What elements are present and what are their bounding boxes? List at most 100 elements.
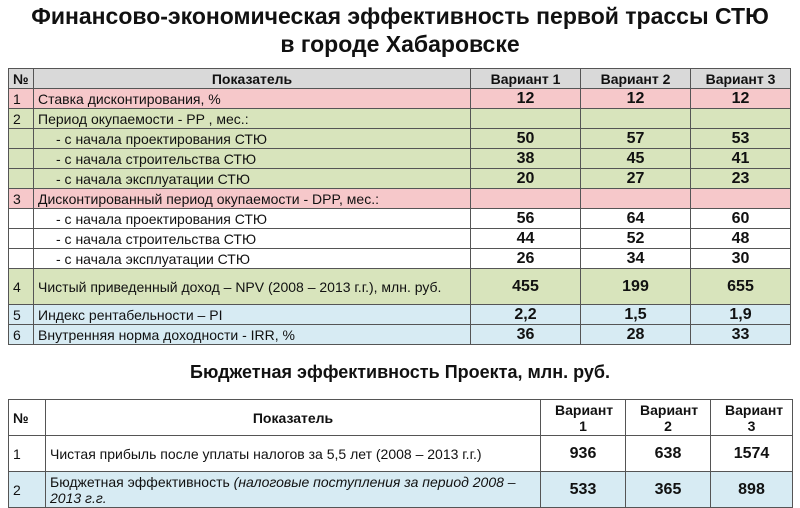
- value-cell: [470, 108, 581, 129]
- value-cell: 455: [470, 268, 581, 305]
- row: - с начала строительства СТЮ 44 52 48: [8, 228, 791, 249]
- row: 2 Период окупаемости - PP , мес.:: [8, 108, 791, 129]
- row: - с начала эксплуатации СТЮ 20 27 23: [8, 168, 791, 189]
- row-number: 2: [8, 471, 46, 508]
- row-number: [8, 148, 34, 169]
- row: 6 Внутренняя норма доходности - IRR, % 36 2…: [8, 324, 791, 345]
- value-cell: [580, 108, 691, 129]
- value-cell: 2,2: [470, 304, 581, 325]
- row-label: Чистая прибыль после уплаты налогов за 5…: [45, 435, 541, 472]
- row: 1 Ставка дисконтирования, % 12 12 12: [8, 88, 791, 109]
- row-label: Ставка дисконтирования, %: [33, 88, 471, 109]
- value-cell: 52: [580, 228, 691, 249]
- value-cell: 44: [470, 228, 581, 249]
- row: 4 Чистый приведенный доход – NPV (2008 – …: [8, 268, 791, 305]
- value-cell: 34: [580, 248, 691, 269]
- header-cell: Вариант 3: [690, 68, 791, 89]
- row: - с начала проектирования СТЮ 50 57 53: [8, 128, 791, 149]
- value-cell: 41: [690, 148, 791, 169]
- title-line: в городе Хабаровске: [280, 31, 520, 57]
- title-line: Финансово-экономическая эффективность пе…: [31, 3, 769, 29]
- row-number: 1: [8, 435, 46, 472]
- value-cell: 12: [580, 88, 691, 109]
- value-cell: [580, 188, 691, 209]
- row-label: Чистый приведенный доход – NPV (2008 – 2…: [33, 268, 471, 305]
- row-label: - с начала строительства СТЮ: [33, 148, 471, 169]
- row: 3 Дисконтированный период окупаемости - D…: [8, 188, 791, 209]
- row-label: - с начала строительства СТЮ: [33, 228, 471, 249]
- value-cell: 36: [470, 324, 581, 345]
- value-cell: 936: [540, 435, 626, 472]
- value-cell: [690, 108, 791, 129]
- value-cell: 57: [580, 128, 691, 149]
- row: 2 Бюджетная эффективность (налоговые пост…: [8, 471, 793, 508]
- value-cell: 12: [470, 88, 581, 109]
- row-label: - с начала проектирования СТЮ: [33, 208, 471, 229]
- value-cell: 64: [580, 208, 691, 229]
- value-cell: 56: [470, 208, 581, 229]
- subtitle: Бюджетная эффективность Проекта, млн. ру…: [190, 362, 610, 382]
- row-label: Дисконтированный период окупаемости - DP…: [33, 188, 471, 209]
- value-cell: 20: [470, 168, 581, 189]
- row: 1 Чистая прибыль после уплаты налогов за …: [8, 435, 793, 472]
- row-note: (налоговые поступления за период 2008 – …: [50, 473, 516, 506]
- header-cell: Показатель: [45, 399, 541, 436]
- value-cell: 60: [690, 208, 791, 229]
- value-cell: 48: [690, 228, 791, 249]
- value-cell: 26: [470, 248, 581, 269]
- value-cell: 365: [625, 471, 711, 508]
- value-cell: 655: [690, 268, 791, 305]
- value-cell: [690, 188, 791, 209]
- row-number: 2: [8, 108, 34, 129]
- row-number: 1: [8, 88, 34, 109]
- row-label: - с начала эксплуатации СТЮ: [33, 248, 471, 269]
- row-number: 4: [8, 268, 34, 305]
- row-label: Внутренняя норма доходности - IRR, %: [33, 324, 471, 345]
- value-cell: 898: [710, 471, 793, 508]
- header-cell: Вариант 1: [540, 399, 626, 436]
- row-label: - с начала проектирования СТЮ: [33, 128, 471, 149]
- row-number: [8, 248, 34, 269]
- row-label: - с начала эксплуатации СТЮ: [33, 168, 471, 189]
- row-number: [8, 228, 34, 249]
- row-number: 3: [8, 188, 34, 209]
- value-cell: 1,5: [580, 304, 691, 325]
- row: - с начала строительства СТЮ 38 45 41: [8, 148, 791, 169]
- value-cell: 638: [625, 435, 711, 472]
- value-cell: 33: [690, 324, 791, 345]
- row: - с начала эксплуатации СТЮ 26 34 30: [8, 248, 791, 269]
- row-number: [8, 208, 34, 229]
- value-cell: 27: [580, 168, 691, 189]
- row: 5 Индекс рентабельности – PI 2,2 1,5 1,9: [8, 304, 791, 325]
- value-cell: 1,9: [690, 304, 791, 325]
- value-cell: [470, 188, 581, 209]
- value-cell: 38: [470, 148, 581, 169]
- value-cell: 50: [470, 128, 581, 149]
- value-cell: 45: [580, 148, 691, 169]
- header-row: № Показатель Вариант 1 Вариант 2 Вариант 3: [8, 399, 793, 436]
- row-number: [8, 128, 34, 149]
- title: Финансово-экономическая эффективность пе…: [0, 2, 800, 58]
- row-number: 6: [8, 324, 34, 345]
- value-cell: 533: [540, 471, 626, 508]
- value-cell: 12: [690, 88, 791, 109]
- value-cell: 28: [580, 324, 691, 345]
- header-cell: Вариант 3: [710, 399, 793, 436]
- header-row: № Показатель Вариант 1 Вариант 2 Вариант 3: [8, 68, 791, 89]
- header-cell: №: [8, 399, 46, 436]
- value-cell: 199: [580, 268, 691, 305]
- row-number: 5: [8, 304, 34, 325]
- value-cell: 30: [690, 248, 791, 269]
- header-cell: Вариант 2: [625, 399, 711, 436]
- value-cell: 23: [690, 168, 791, 189]
- row-label: Бюджетная эффективность (налоговые посту…: [45, 471, 541, 508]
- row-label: Период окупаемости - PP , мес.:: [33, 108, 471, 129]
- value-cell: 53: [690, 128, 791, 149]
- header-cell: Показатель: [33, 68, 471, 89]
- header-cell: №: [8, 68, 34, 89]
- row: - с начала проектирования СТЮ 56 64 60: [8, 208, 791, 229]
- row-number: [8, 168, 34, 189]
